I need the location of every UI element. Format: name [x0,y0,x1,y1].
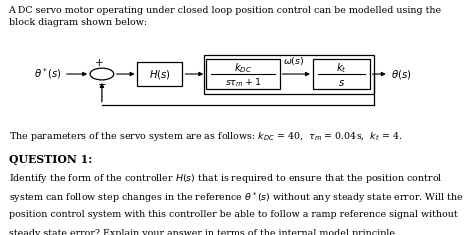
Text: system can follow step changes in the reference $\theta^*(s)$ without any steady: system can follow step changes in the re… [9,191,463,205]
Text: A DC servo motor operating under closed loop position control can be modelled us: A DC servo motor operating under closed … [9,6,442,15]
Text: $k_{DC}$: $k_{DC}$ [234,61,252,75]
FancyBboxPatch shape [206,59,280,89]
Text: $k_t$: $k_t$ [336,61,346,75]
Text: $s\tau_m+1$: $s\tau_m+1$ [225,76,261,89]
Text: $H(s)$: $H(s)$ [149,67,171,81]
Text: $\theta^*(s)$: $\theta^*(s)$ [34,67,62,81]
Text: QUESTION 1:: QUESTION 1: [9,154,92,165]
Text: block diagram shown below:: block diagram shown below: [9,18,146,27]
FancyBboxPatch shape [313,59,370,89]
Text: $-$: $-$ [97,79,107,88]
Text: The parameters of the servo system are as follows: $k_{DC}$ = 40,  $\tau_m$ = 0.: The parameters of the servo system are a… [9,130,402,143]
Text: position control system with this controller be able to follow a ramp reference : position control system with this contro… [9,210,457,219]
Text: $+$: $+$ [93,57,103,68]
FancyBboxPatch shape [137,62,182,86]
Text: $s$: $s$ [338,78,345,88]
Text: steady state error? Explain your answer in terms of the internal model principle: steady state error? Explain your answer … [9,229,398,235]
Text: Identify the form of the controller $H(s)$ that is required to ensure that the p: Identify the form of the controller $H(s… [9,172,442,184]
Text: $\theta(s)$: $\theta(s)$ [391,67,411,81]
Text: $\omega(s)$: $\omega(s)$ [283,55,305,67]
